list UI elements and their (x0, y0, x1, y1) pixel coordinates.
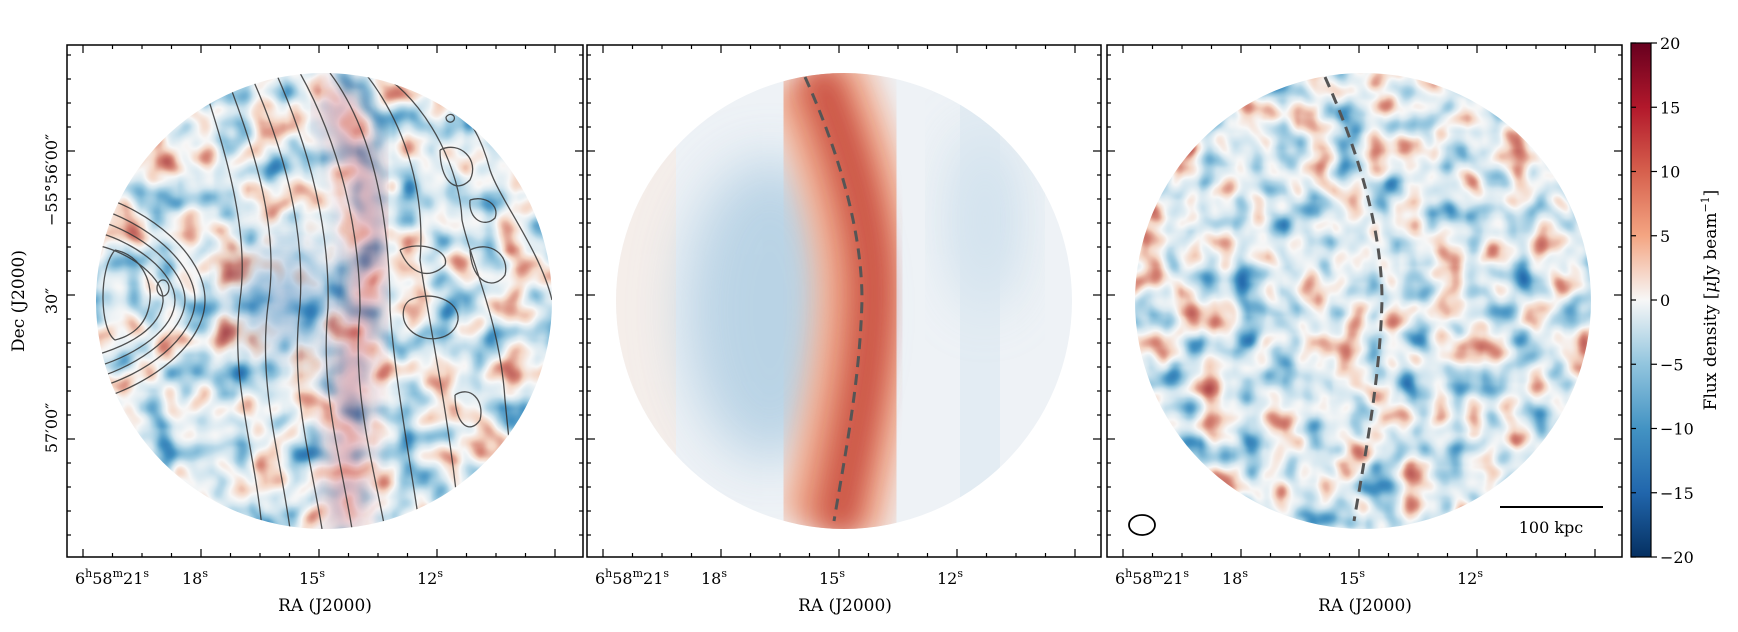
x-tick-label: 6h58m21s (1115, 567, 1189, 588)
xray-contours (96, 73, 552, 529)
panel-model (586, 44, 1102, 558)
x-tick-label: 15s (819, 567, 845, 588)
colorbar-tick-label: 10 (1660, 163, 1680, 182)
panel-model-frame (586, 44, 1102, 558)
colorbar-tick-label: 20 (1660, 34, 1680, 53)
colorbar-tick-label: −20 (1660, 548, 1694, 567)
x-tick-label: 15s (1339, 567, 1365, 588)
x-tick-label: 6h58m21s (595, 567, 669, 588)
x-tick-label: 12s (1457, 567, 1483, 588)
panel-observed (66, 44, 584, 558)
x-axis-label: RA (J2000) (798, 596, 892, 616)
panel-residual: 100 kpc (1106, 44, 1623, 558)
x-tick-label: 12s (417, 567, 443, 588)
colorbar: 20 15 10 5 0 −5 −10 −15 −20 Flux density [μJy be… (1630, 34, 1721, 567)
x-tick-label: 15s (299, 567, 325, 588)
y-axis-label: Dec (J2000) (9, 250, 29, 352)
colorbar-tick-label: −15 (1660, 484, 1694, 503)
beam-ellipse (1128, 514, 1156, 536)
shock-front-line (1323, 76, 1384, 522)
model-map (616, 73, 1072, 529)
x-tick-label: 6h58m21s (75, 567, 149, 588)
panel-residual-frame (1106, 44, 1623, 558)
y-tick-label: 30″ (42, 288, 61, 314)
colorbar-tick-label: −10 (1660, 420, 1694, 439)
colorbar-tick-label: 15 (1660, 98, 1680, 117)
x-tick-label: 12s (937, 567, 963, 588)
shock-front-line (803, 76, 864, 522)
panel-observed-frame (66, 44, 584, 558)
observed-map (96, 73, 552, 529)
y-tick-label: −55°56′00″ (42, 134, 61, 226)
colorbar-tick-label: −5 (1660, 355, 1684, 374)
colorbar-tick-label: 0 (1660, 291, 1670, 310)
x-tick-label: 18s (1222, 567, 1248, 588)
x-tick-label: 18s (182, 567, 208, 588)
y-tick-label: 57′00″ (42, 403, 61, 453)
colorbar-tick-label: 5 (1660, 227, 1670, 246)
residual-map (1135, 73, 1591, 529)
scale-bar-label: 100 kpc (1519, 518, 1584, 537)
x-axis-label: RA (J2000) (1318, 596, 1412, 616)
x-tick-label: 18s (701, 567, 727, 588)
x-axis-label: RA (J2000) (278, 596, 372, 616)
colorbar-label: Flux density [μJy beam−1] (1699, 190, 1721, 411)
